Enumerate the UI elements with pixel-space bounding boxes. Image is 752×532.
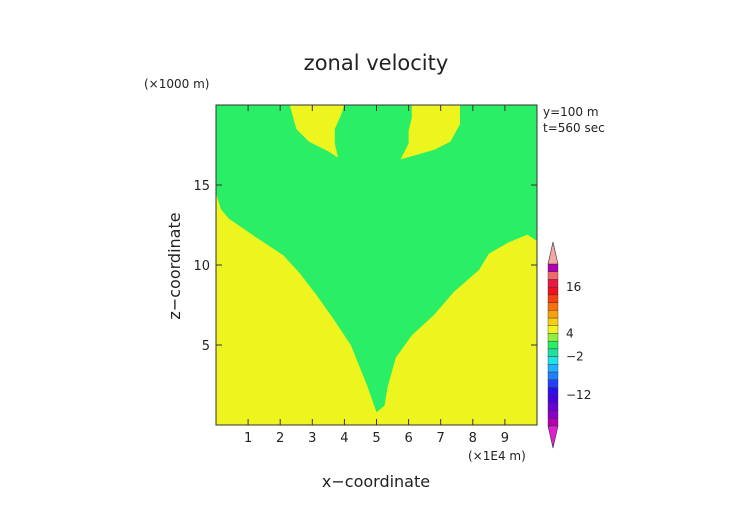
x-tick-label: 2: [276, 431, 284, 446]
x-tick-label: 8: [469, 431, 477, 446]
x-tick-label: 9: [501, 431, 509, 446]
chart-title: zonal velocity: [304, 51, 449, 75]
colorbar-band: [547, 263, 559, 272]
colorbar-band: [547, 271, 559, 280]
x-tick-label: 7: [437, 431, 445, 446]
colorbar-label: 4: [566, 326, 574, 340]
colorbar-band: [547, 294, 559, 303]
colorbar-band: [547, 317, 559, 326]
y-tick-label: 10: [193, 259, 210, 274]
y-tick-label: 5: [202, 339, 210, 354]
x-tick-label: 3: [308, 431, 316, 446]
colorbar-band: [547, 394, 559, 404]
colorbar-high-arrow: [547, 241, 559, 265]
colorbar-band: [547, 333, 559, 342]
colorbar: 16 4 −2 −12: [547, 241, 591, 449]
colorbar-band: [547, 348, 559, 357]
colorbar-band: [547, 325, 559, 334]
x-tick-label: 5: [372, 431, 380, 446]
colorbar-label: −2: [566, 350, 584, 364]
colorbar-band: [547, 279, 559, 288]
negative-region-1: [216, 105, 377, 413]
x-axis: 1 2 3 4 5 6 7 8 9: [244, 105, 509, 446]
colorbar-low-arrow: [547, 425, 559, 449]
negative-region-2: [376, 105, 537, 413]
colorbar-band: [547, 340, 559, 350]
annotation-y: y=100 m: [543, 105, 599, 119]
colorbar-band: [547, 310, 559, 319]
x-tick-label: 1: [244, 431, 252, 446]
colorbar-band: [547, 387, 559, 396]
x-tick-label: 4: [340, 431, 348, 446]
colorbar-band: [547, 364, 559, 373]
y-axis: 5 10 15: [193, 179, 537, 354]
colorbar-label: 16: [566, 280, 581, 294]
colorbar-band: [547, 379, 559, 388]
plot-area: [215, 104, 538, 426]
x-axis-label: x−coordinate: [322, 472, 430, 491]
colorbar-band: [547, 302, 559, 311]
x-axis-unit: (×1E4 m): [468, 449, 526, 463]
y-axis-label: z−coordinate: [165, 212, 184, 319]
colorbar-band: [547, 410, 559, 419]
colorbar-band: [547, 371, 559, 380]
colorbar-band: [547, 418, 559, 427]
colorbar-band: [547, 356, 559, 365]
colorbar-label: −12: [566, 388, 591, 402]
colorbar-band: [547, 402, 559, 411]
annotation-t: t=560 sec: [543, 121, 605, 135]
colorbar-band: [547, 286, 559, 296]
y-axis-unit: (×1000 m): [144, 77, 209, 91]
y-tick-label: 15: [193, 179, 210, 194]
x-tick-label: 6: [404, 431, 412, 446]
